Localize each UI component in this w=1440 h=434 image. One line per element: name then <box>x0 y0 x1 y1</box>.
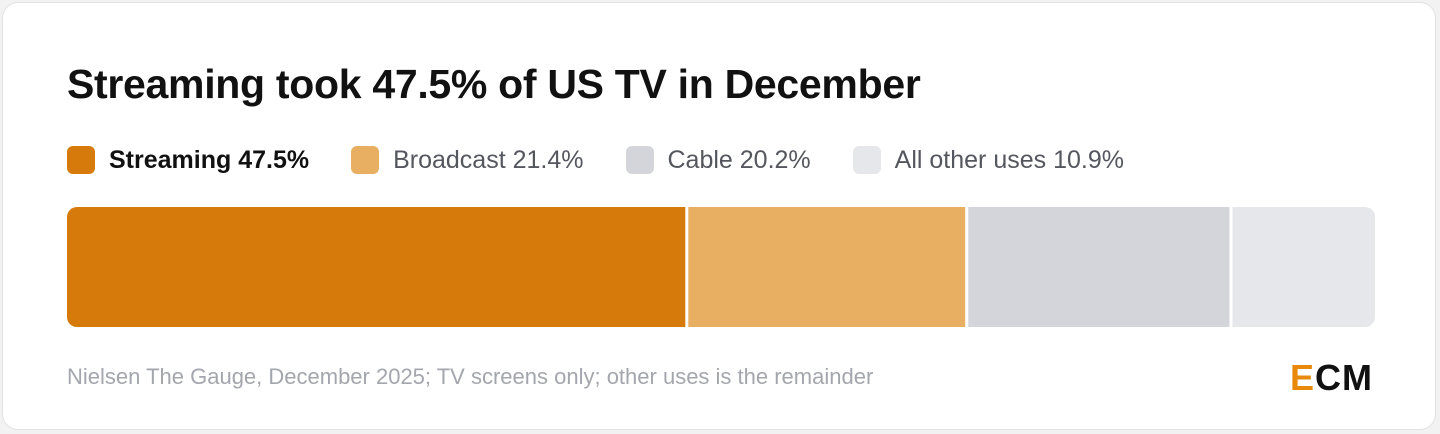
legend-swatch-streaming <box>67 146 95 174</box>
legend-label-broadcast: Broadcast 21.4% <box>393 145 584 174</box>
legend-item-other: All other uses 10.9% <box>852 145 1124 175</box>
chart-title: Streaming took 47.5% of US TV in Decembe… <box>67 61 921 107</box>
legend-label-streaming: Streaming 47.5% <box>109 145 310 174</box>
legend-swatch-broadcast <box>351 146 380 174</box>
logo-letters-cm: CM <box>1315 357 1373 398</box>
legend-item-broadcast: Broadcast 21.4% <box>351 145 584 175</box>
stacked-bar-svg <box>67 207 1375 327</box>
bar-segment-broadcast <box>688 207 966 327</box>
bar-segment-cable <box>968 207 1230 327</box>
legend-swatch-other <box>852 146 881 174</box>
source-note: Nielsen The Gauge, December 2025; TV scr… <box>67 364 874 389</box>
legend-item-cable: Cable 20.2% <box>625 145 811 175</box>
legend-label-other: All other uses 10.9% <box>894 145 1124 174</box>
logo-letter-e: E <box>1289 357 1315 398</box>
bar-segment-streaming <box>67 207 686 327</box>
ecm-logo: ECM <box>1290 357 1373 399</box>
chart-legend: Streaming 47.5% Broadcast 21.4% Cable 20… <box>67 145 1124 175</box>
legend-label-cable: Cable 20.2% <box>667 145 811 174</box>
legend-swatch-cable <box>625 146 654 174</box>
legend-item-streaming: Streaming 47.5% <box>67 146 309 175</box>
stacked-bar <box>67 207 1375 327</box>
bar-segment-other <box>1232 207 1375 327</box>
